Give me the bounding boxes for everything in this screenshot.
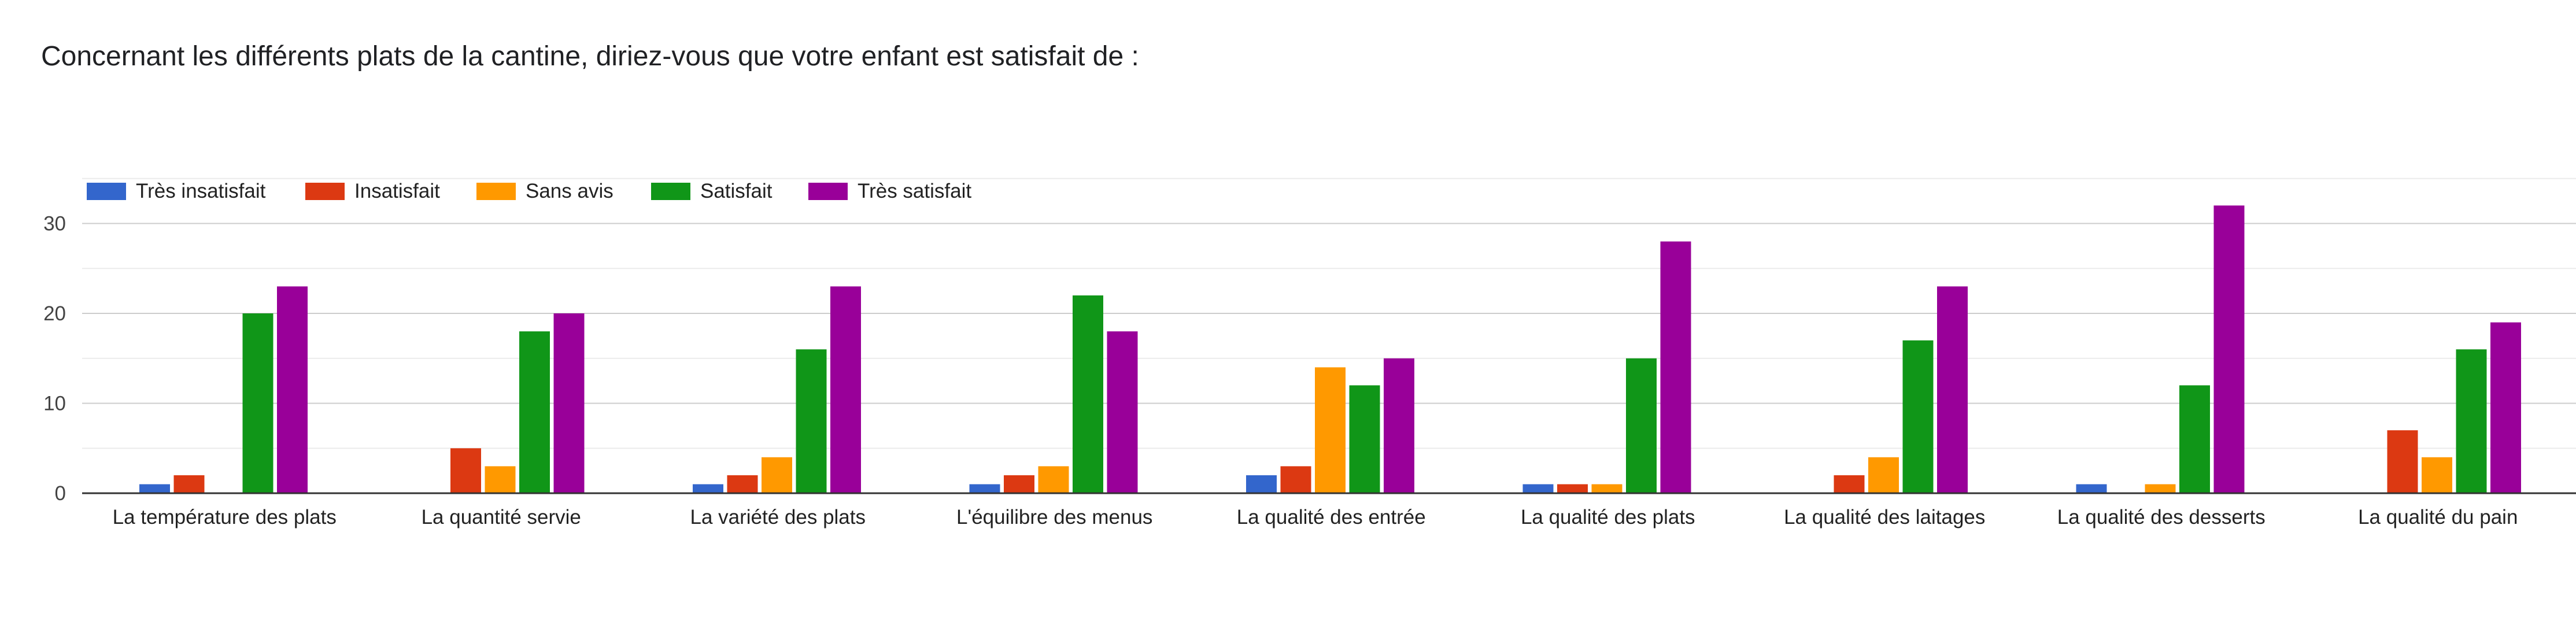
- bar: [1834, 475, 1865, 493]
- x-category-label: La qualité des entrée: [1237, 506, 1426, 528]
- x-category-label: La qualité des desserts: [2057, 506, 2265, 528]
- bar: [1902, 340, 1934, 493]
- x-axis-category-labels: La température des plats La quantité serv…: [113, 506, 2518, 528]
- legend-swatch: [476, 183, 516, 200]
- x-category-label: L'équilibre des menus: [956, 506, 1152, 528]
- bar: [242, 313, 274, 493]
- bar: [2456, 349, 2487, 493]
- x-category-label: La température des plats: [113, 506, 337, 528]
- bar: [2490, 322, 2521, 493]
- bar: [1868, 457, 1899, 493]
- legend-label: Très insatisfait: [136, 180, 266, 202]
- bar: [1349, 385, 1380, 493]
- legend-item: Sans avis: [476, 180, 613, 202]
- bar: [2213, 205, 2245, 493]
- legend-swatch: [305, 183, 345, 200]
- bar-group: [1834, 286, 1968, 493]
- bar: [2179, 385, 2210, 493]
- y-tick-label: 20: [43, 302, 66, 325]
- bar: [1522, 484, 1554, 493]
- bar-group: [969, 295, 1138, 493]
- bar: [2076, 484, 2107, 493]
- legend-label: Insatisfait: [354, 180, 440, 202]
- bar: [1107, 331, 1138, 493]
- legend-label: Sans avis: [526, 180, 613, 202]
- bar-group: [139, 286, 308, 493]
- bar-group: [450, 313, 585, 493]
- legend-label: Satisfait: [700, 180, 773, 202]
- legend-swatch: [651, 183, 690, 200]
- bars: [139, 205, 2521, 493]
- bar: [173, 475, 205, 493]
- bar: [1280, 466, 1311, 493]
- legend-label: Très satisfait: [858, 180, 971, 202]
- legend-item: Très satisfait: [808, 180, 971, 202]
- bar: [1591, 484, 1623, 493]
- legend-swatch: [87, 183, 126, 200]
- bar-group: [693, 286, 861, 493]
- x-category-label: La qualité du pain: [2358, 506, 2518, 528]
- legend-item: Très insatisfait: [87, 180, 266, 202]
- bar: [1626, 358, 1657, 493]
- x-category-label: La qualité des plats: [1521, 506, 1695, 528]
- bar-group: [2076, 205, 2245, 493]
- bar: [277, 286, 308, 493]
- legend: Très insatisfait Insatisfait Sans avis Sati…: [87, 180, 971, 202]
- bar: [1038, 466, 1069, 493]
- question-title: Concernant les différents plats de la ca…: [41, 41, 1139, 72]
- bar: [2145, 484, 2176, 493]
- bar: [762, 457, 792, 493]
- bar: [1660, 241, 1691, 493]
- bar: [2387, 430, 2418, 493]
- bar: [969, 484, 1000, 493]
- bar: [1004, 475, 1034, 493]
- bar: [830, 286, 861, 493]
- bar: [450, 448, 481, 493]
- bar: [796, 349, 827, 493]
- bar: [1073, 295, 1103, 493]
- bar: [727, 475, 758, 493]
- bar: [1384, 358, 1414, 493]
- x-category-label: La qualité des laitages: [1784, 506, 1985, 528]
- legend-item: Satisfait: [651, 180, 773, 202]
- bar: [139, 484, 170, 493]
- x-category-label: La quantité servie: [422, 506, 581, 528]
- bar: [519, 331, 550, 493]
- bar-group: [2387, 322, 2521, 493]
- legend-swatch: [808, 183, 848, 200]
- y-tick-label: 0: [55, 482, 66, 505]
- bar: [1937, 286, 1968, 493]
- y-tick-label: 10: [43, 393, 66, 415]
- legend-item: Insatisfait: [305, 180, 440, 202]
- bar: [1315, 367, 1346, 493]
- y-axis-ticks: 0 10 20 30: [43, 213, 66, 505]
- x-category-label: La variété des plats: [690, 506, 866, 528]
- bar: [553, 313, 585, 493]
- bar: [1557, 484, 1588, 493]
- bar: [1246, 475, 1277, 493]
- bar: [485, 466, 516, 493]
- bar: [693, 484, 723, 493]
- bar: [2422, 457, 2452, 493]
- y-tick-label: 30: [43, 213, 66, 235]
- bar-group: [1246, 358, 1414, 493]
- bar-group: [1522, 241, 1691, 493]
